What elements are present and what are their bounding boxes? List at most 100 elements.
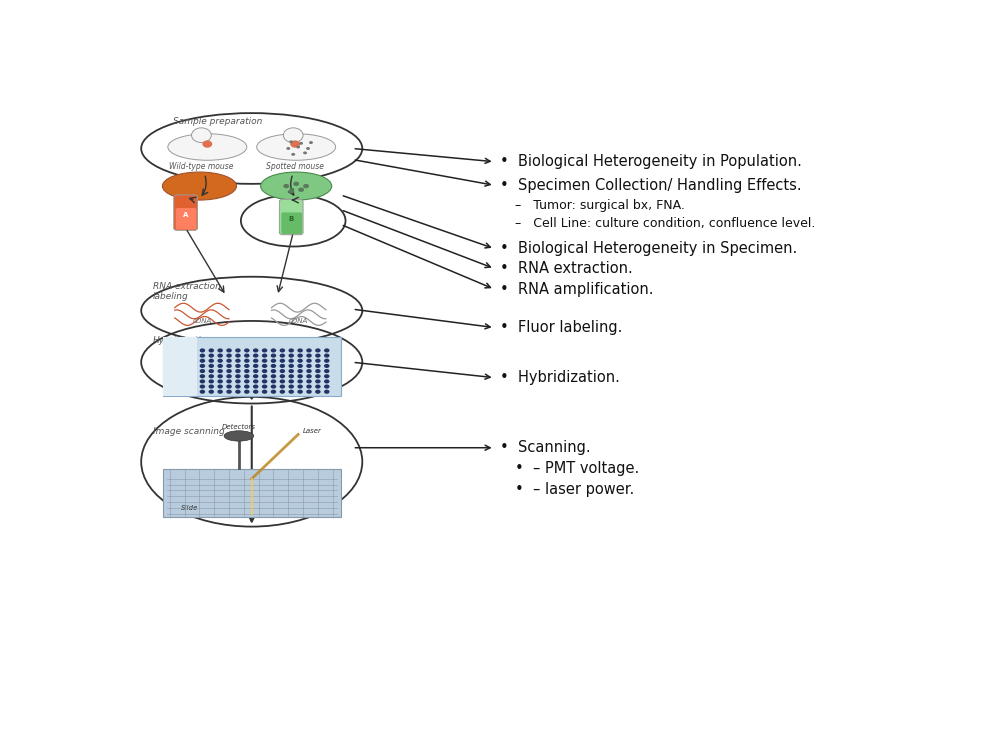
Circle shape	[315, 385, 320, 388]
Circle shape	[306, 369, 311, 373]
Circle shape	[199, 390, 205, 394]
Circle shape	[244, 359, 249, 363]
Circle shape	[270, 354, 276, 357]
Circle shape	[288, 189, 294, 194]
Text: •  Fluor labeling.: • Fluor labeling.	[500, 320, 623, 335]
Ellipse shape	[162, 172, 236, 200]
Circle shape	[208, 354, 214, 357]
Circle shape	[191, 128, 211, 143]
Circle shape	[226, 363, 232, 368]
Circle shape	[208, 374, 214, 379]
Circle shape	[297, 359, 303, 363]
Circle shape	[288, 359, 294, 363]
Circle shape	[235, 369, 240, 373]
Circle shape	[315, 363, 320, 368]
Circle shape	[297, 348, 303, 352]
Circle shape	[244, 379, 249, 384]
Text: B: B	[288, 216, 294, 222]
Circle shape	[244, 369, 249, 373]
Circle shape	[306, 359, 311, 363]
Circle shape	[306, 363, 311, 368]
Circle shape	[315, 354, 320, 357]
Text: Sample preparation: Sample preparation	[173, 117, 262, 126]
Circle shape	[262, 369, 267, 373]
Circle shape	[217, 359, 223, 363]
Circle shape	[297, 374, 303, 379]
Circle shape	[235, 385, 240, 388]
Circle shape	[291, 153, 295, 156]
Circle shape	[279, 354, 285, 357]
Circle shape	[253, 374, 258, 379]
Text: –   Cell Line: culture condition, confluence level.: – Cell Line: culture condition, confluen…	[516, 217, 816, 230]
Circle shape	[253, 354, 258, 357]
Circle shape	[217, 385, 223, 388]
Circle shape	[262, 363, 267, 368]
Circle shape	[270, 369, 276, 373]
Circle shape	[253, 348, 258, 352]
Circle shape	[293, 182, 299, 186]
Circle shape	[279, 359, 285, 363]
Text: Spotted mouse: Spotted mouse	[266, 161, 324, 170]
Circle shape	[306, 147, 310, 150]
Circle shape	[226, 359, 232, 363]
Circle shape	[208, 348, 214, 352]
Circle shape	[290, 140, 300, 148]
Circle shape	[226, 348, 232, 352]
Text: cDNA: cDNA	[288, 318, 307, 324]
Circle shape	[217, 369, 223, 373]
Circle shape	[288, 354, 294, 357]
Circle shape	[253, 369, 258, 373]
FancyBboxPatch shape	[279, 199, 303, 235]
Circle shape	[262, 379, 267, 384]
Text: Laser: Laser	[303, 428, 322, 434]
Circle shape	[315, 379, 320, 384]
FancyBboxPatch shape	[163, 469, 340, 517]
Circle shape	[324, 379, 329, 384]
Circle shape	[217, 390, 223, 394]
Circle shape	[262, 385, 267, 388]
Circle shape	[288, 374, 294, 379]
Text: •  RNA extraction.: • RNA extraction.	[500, 261, 634, 276]
Circle shape	[262, 348, 267, 352]
Circle shape	[270, 348, 276, 352]
Circle shape	[199, 369, 205, 373]
Circle shape	[306, 390, 311, 394]
Circle shape	[253, 359, 258, 363]
Text: RNA extraction
labeling: RNA extraction labeling	[153, 282, 221, 301]
Circle shape	[235, 363, 240, 368]
Circle shape	[226, 379, 232, 384]
Circle shape	[199, 359, 205, 363]
Circle shape	[315, 374, 320, 379]
Circle shape	[306, 374, 311, 379]
Circle shape	[299, 142, 303, 145]
Circle shape	[244, 374, 249, 379]
Circle shape	[279, 374, 285, 379]
Circle shape	[270, 385, 276, 388]
Text: Wild-type mouse: Wild-type mouse	[169, 161, 233, 170]
Text: •  Hybridization.: • Hybridization.	[500, 370, 621, 385]
FancyBboxPatch shape	[174, 195, 197, 231]
Circle shape	[226, 354, 232, 357]
Circle shape	[315, 359, 320, 363]
Circle shape	[199, 374, 205, 379]
Text: •  – PMT voltage.: • – PMT voltage.	[516, 461, 640, 476]
Circle shape	[289, 140, 293, 143]
Text: •  RNA amplification.: • RNA amplification.	[500, 282, 654, 297]
Circle shape	[202, 140, 212, 148]
Circle shape	[235, 390, 240, 394]
Circle shape	[235, 379, 240, 384]
Circle shape	[306, 348, 311, 352]
Circle shape	[235, 374, 240, 379]
Circle shape	[199, 385, 205, 388]
Text: •  Biological Heterogeneity in Population.: • Biological Heterogeneity in Population…	[500, 154, 803, 169]
Circle shape	[279, 379, 285, 384]
Circle shape	[208, 385, 214, 388]
Ellipse shape	[260, 172, 331, 200]
Circle shape	[324, 369, 329, 373]
Circle shape	[297, 379, 303, 384]
Circle shape	[226, 385, 232, 388]
FancyBboxPatch shape	[163, 337, 340, 396]
Circle shape	[315, 348, 320, 352]
Circle shape	[244, 354, 249, 357]
Circle shape	[306, 385, 311, 388]
